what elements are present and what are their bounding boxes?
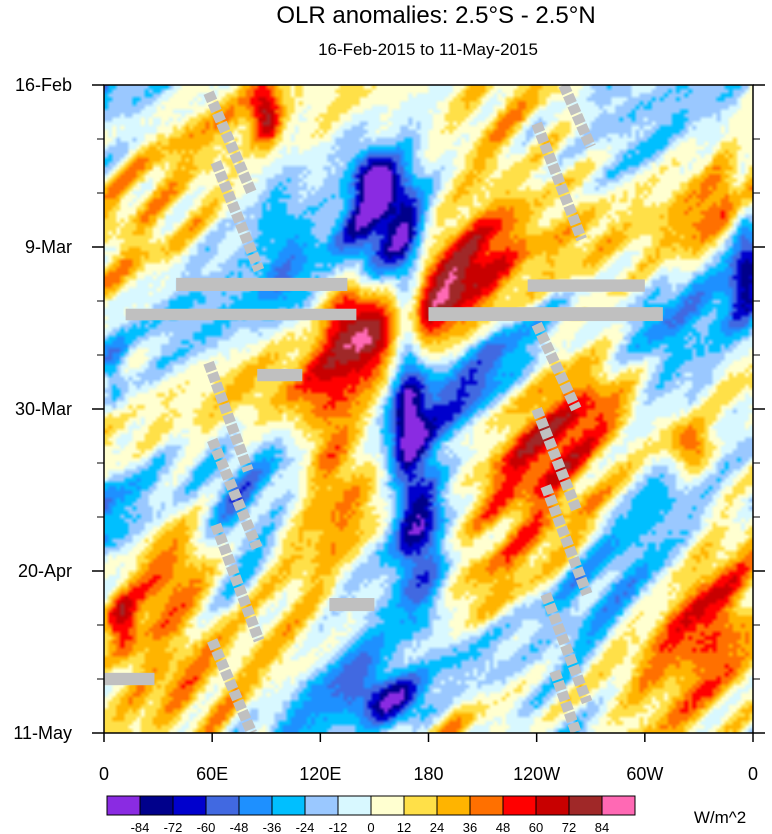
missing-data-streak [203, 90, 257, 196]
colorbar-label: 24 [430, 820, 444, 834]
colorbar-swatch [337, 795, 372, 816]
colorbar-label: -36 [263, 820, 282, 834]
missing-data-streak [531, 406, 582, 512]
missing-data-streak [207, 638, 257, 733]
missing-data-band [125, 308, 357, 321]
missing-data-streak [540, 484, 593, 597]
colorbar-swatch [403, 795, 438, 816]
missing-data-streak [531, 121, 587, 242]
colorbar-label: -60 [197, 820, 216, 834]
y-tick-label: 16-Feb [15, 75, 72, 95]
missing-data-band [329, 598, 375, 612]
colorbar-swatch [601, 795, 636, 816]
colorbar-label: -84 [131, 820, 150, 834]
colorbar-label: -12 [329, 820, 348, 834]
x-tick-label: 180 [413, 764, 443, 784]
chart-title: OLR anomalies: 2.5°S - 2.5°N [276, 2, 595, 29]
missing-data-band [104, 672, 155, 686]
axes: 0 60E 120E 180 120W 60W 0 16-Feb 9-Mar 30-Mar 20-A… [13, 75, 765, 784]
missing-data-streak [210, 522, 265, 643]
x-tick-label: 0 [99, 764, 109, 784]
colorbar-swatch [271, 795, 306, 816]
colorbar-swatch [139, 795, 174, 816]
colorbar-label: 84 [595, 820, 609, 834]
missing-data-streak [207, 437, 263, 550]
colorbar-swatch [502, 795, 537, 816]
missing-data-streak [210, 160, 265, 273]
missing-data-band [428, 307, 663, 322]
x-tick-label: 60W [626, 764, 663, 784]
hovmoller-field [104, 85, 753, 733]
missing-data-streak [558, 85, 596, 149]
colorbar-swatch [568, 795, 603, 816]
colorbar-swatch [535, 795, 570, 816]
missing-data-band [527, 279, 645, 292]
x-tick-label: 60E [196, 764, 228, 784]
colorbar-label: -24 [296, 820, 315, 834]
x-tick-label: 120W [513, 764, 560, 784]
colorbar: -84 -72 -60 -48 -36 -24 -12 0 12 24 36 48 60 72 84 [106, 795, 636, 834]
x-tick-label: 0 [748, 764, 758, 784]
colorbar-swatch [106, 795, 141, 816]
missing-data-streak [540, 592, 593, 705]
olr-anomaly-field [104, 85, 753, 733]
colorbar-label: 36 [463, 820, 477, 834]
missing-data-streak [203, 360, 254, 473]
missing-data-band [176, 277, 348, 291]
y-tick-label: 30-Mar [15, 399, 72, 419]
colorbar-label: 0 [367, 820, 374, 834]
colorbar-swatch [172, 795, 207, 816]
missing-data-layer [104, 85, 663, 733]
y-tick-label: 20-Apr [18, 561, 72, 581]
colorbar-label: -48 [230, 820, 249, 834]
colorbar-swatch [436, 795, 471, 816]
y-tick-label: 9-Mar [25, 237, 72, 257]
x-tick-label: 120E [299, 764, 341, 784]
y-tick-label: 11-May [13, 723, 72, 743]
colorbar-label: 12 [397, 820, 411, 834]
colorbar-label: -72 [164, 820, 183, 834]
colorbar-label: 48 [496, 820, 510, 834]
missing-data-streak [531, 321, 582, 412]
colorbar-swatch [469, 795, 504, 816]
colorbar-swatch [205, 795, 240, 816]
colorbar-units: W/m^2 [694, 808, 746, 827]
colorbar-swatch [370, 795, 405, 816]
chart-subtitle: 16-Feb-2015 to 11-May-2015 [318, 40, 538, 59]
colorbar-swatch [304, 795, 339, 816]
colorbar-label: 72 [562, 820, 576, 834]
colorbar-label: 60 [529, 820, 543, 834]
missing-data-band [257, 368, 303, 382]
colorbar-swatch [238, 795, 273, 816]
